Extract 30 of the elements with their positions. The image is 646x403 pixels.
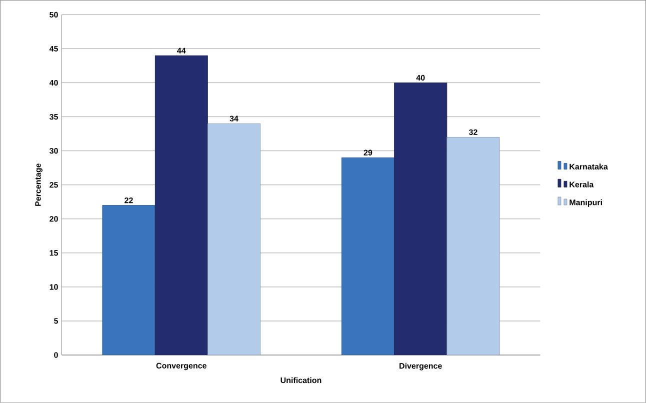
bar [446,137,500,356]
legend-label: Karnataka [570,164,608,170]
y-tick-label: 40 [49,80,58,86]
bar [154,55,208,356]
legend-label: Manipuri [570,199,602,207]
bar [207,124,261,356]
y-tick-label: 0 [54,352,58,358]
y-tick-label: 15 [50,250,58,256]
y-axis-title: Percentage [35,164,42,206]
legend-label: Kerala [570,182,594,188]
y-tick-label: 35 [50,114,58,120]
x-tick-label: Convergence [156,362,206,370]
y-tick-label: 45 [49,46,58,52]
data-label: 44 [177,48,186,54]
data-label: 22 [124,198,133,204]
y-tick-label: 30 [50,148,58,154]
data-label: 40 [416,75,425,81]
data-label: 29 [364,150,372,156]
bar [102,205,156,356]
bar [341,158,394,356]
y-tick-label: 20 [50,216,58,222]
y-tick-label: 10 [50,284,58,290]
y-tick-label: 5 [54,318,58,324]
data-label: 32 [468,129,478,136]
x-axis-title: Unification [280,377,322,384]
data-label: 34 [230,116,238,122]
bar [394,82,448,356]
y-tick-label: 50 [50,12,58,18]
y-tick-label: 25 [50,182,58,188]
x-tick-label: Divergence [400,362,442,370]
